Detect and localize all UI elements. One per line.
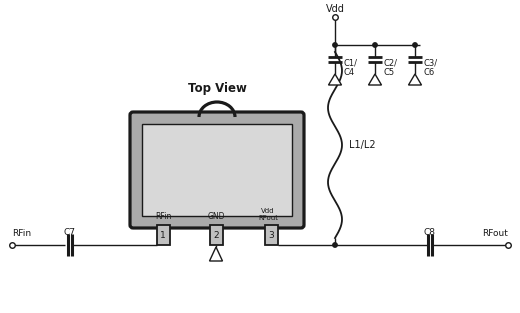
- Text: RFout: RFout: [482, 229, 508, 238]
- Circle shape: [373, 43, 377, 47]
- Polygon shape: [369, 74, 382, 85]
- Bar: [142, 124, 292, 216]
- Polygon shape: [329, 74, 342, 85]
- Text: C2/
C5: C2/ C5: [384, 58, 398, 77]
- Text: 2: 2: [213, 230, 219, 239]
- Text: C8: C8: [424, 228, 436, 237]
- Text: L1/L2: L1/L2: [349, 140, 375, 150]
- Polygon shape: [210, 247, 223, 261]
- Text: RFin: RFin: [155, 212, 171, 221]
- Text: RFin: RFin: [12, 229, 31, 238]
- Text: C7: C7: [64, 228, 76, 237]
- Bar: [157, 225, 170, 245]
- Text: C3/
C6: C3/ C6: [424, 58, 438, 77]
- Text: C1/
C4: C1/ C4: [344, 58, 358, 77]
- FancyBboxPatch shape: [130, 112, 304, 228]
- Text: Top View: Top View: [188, 82, 246, 95]
- Text: GND: GND: [207, 212, 225, 221]
- Text: 1: 1: [160, 230, 166, 239]
- Text: 3: 3: [268, 230, 274, 239]
- Bar: [265, 225, 278, 245]
- Text: Vdd
RFout: Vdd RFout: [258, 208, 278, 221]
- Bar: [210, 225, 223, 245]
- Polygon shape: [409, 74, 422, 85]
- Circle shape: [413, 43, 417, 47]
- Circle shape: [333, 43, 337, 47]
- Text: Vdd: Vdd: [326, 4, 344, 14]
- Circle shape: [333, 243, 337, 247]
